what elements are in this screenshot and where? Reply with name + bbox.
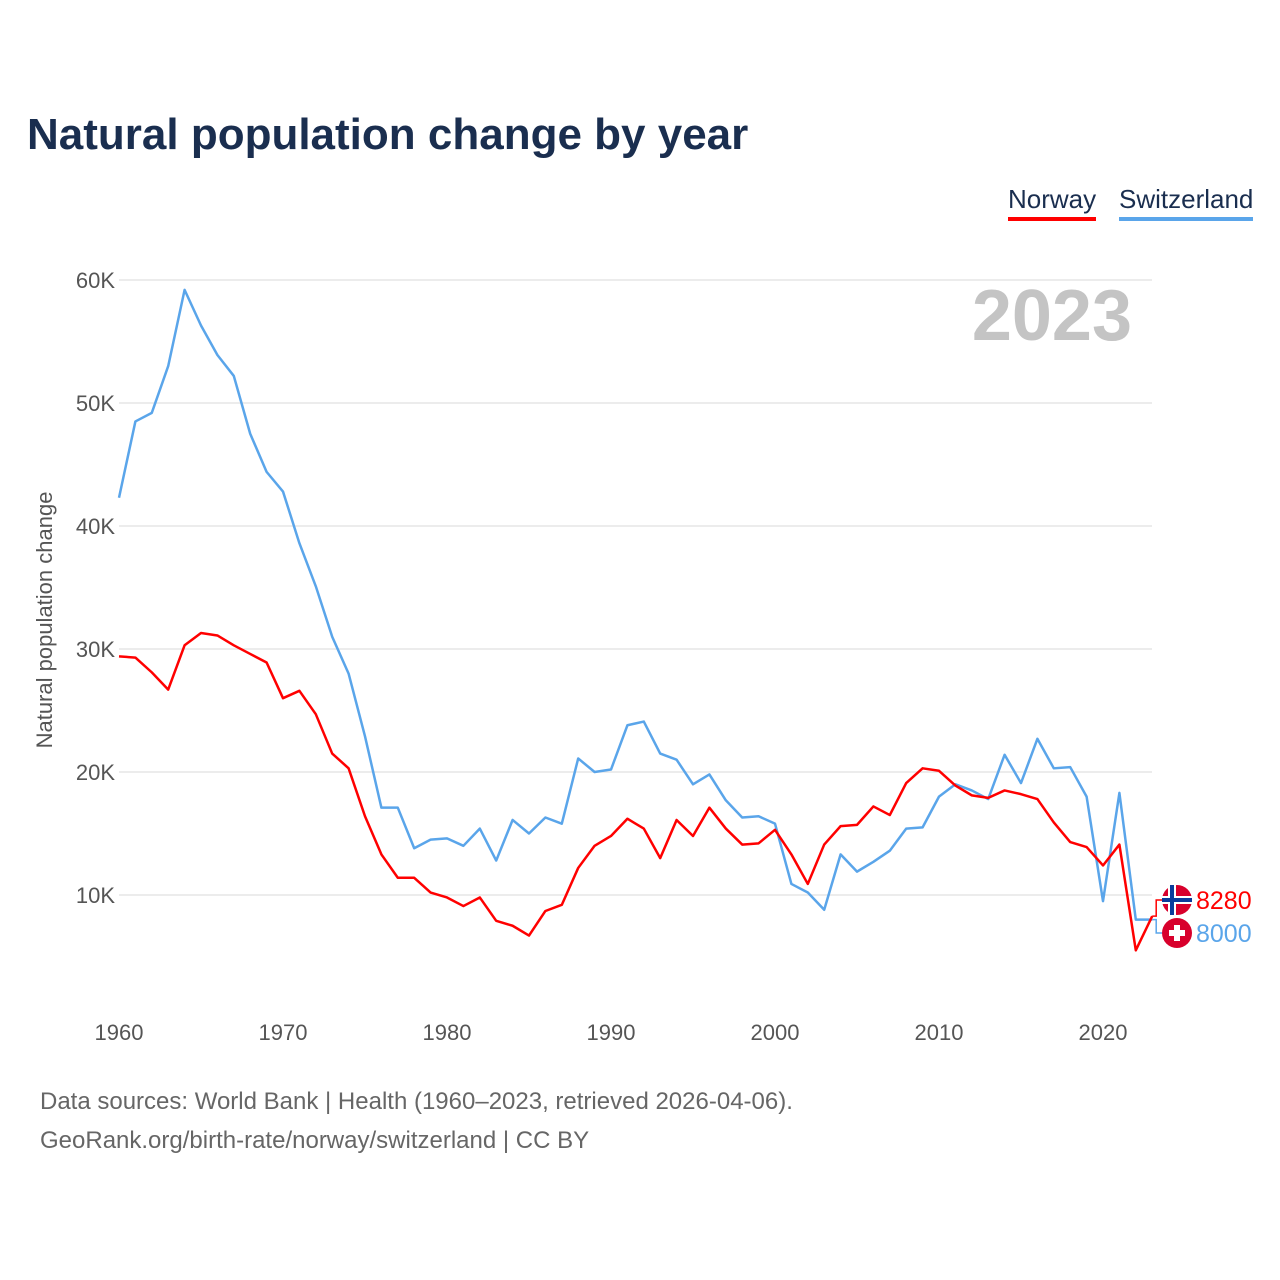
y-tick-label: 10K	[76, 883, 115, 908]
line-chart: 2023 Natural population change 10K 20K 30K…	[32, 268, 1252, 1045]
series-line-norway	[118, 631, 1154, 952]
norway-flag-icon	[1162, 885, 1192, 915]
series-line-switzerland	[117, 288, 1153, 921]
source-text: Data sources: World Bank | Health (1960–…	[40, 1088, 793, 1115]
y-tick-label: 20K	[76, 760, 115, 785]
year-watermark: 2023	[972, 276, 1132, 356]
x-tick-label: 1990	[587, 1020, 636, 1045]
y-tick-label: 30K	[76, 637, 115, 662]
x-tick-label: 2000	[751, 1020, 800, 1045]
y-tick-label: 40K	[76, 514, 115, 539]
end-value-norway: 8280	[1196, 887, 1252, 915]
end-connector	[1152, 918, 1163, 934]
legend-norway[interactable]: Norway	[1008, 184, 1097, 221]
x-tick-label: 1980	[423, 1020, 472, 1045]
x-tick-label: 1960	[95, 1020, 144, 1045]
x-tick-label: 2010	[915, 1020, 964, 1045]
credit-link[interactable]: GeoRank.org/birth-rate/norway/switzerlan…	[40, 1127, 590, 1154]
y-tick-label: 50K	[76, 391, 115, 416]
chart-title: Natural population change by year	[27, 110, 749, 159]
end-value-switzerland: 8000	[1196, 920, 1252, 948]
end-connector	[1152, 899, 1163, 917]
legend-switzerland[interactable]: Switzerland	[1119, 184, 1254, 221]
y-tick-label: 60K	[76, 268, 115, 293]
x-tick-label: 1970	[259, 1020, 308, 1045]
y-axis-label: Natural population change	[32, 492, 57, 749]
x-tick-label: 2020	[1079, 1020, 1128, 1045]
switzerland-flag-icon	[1162, 918, 1192, 948]
